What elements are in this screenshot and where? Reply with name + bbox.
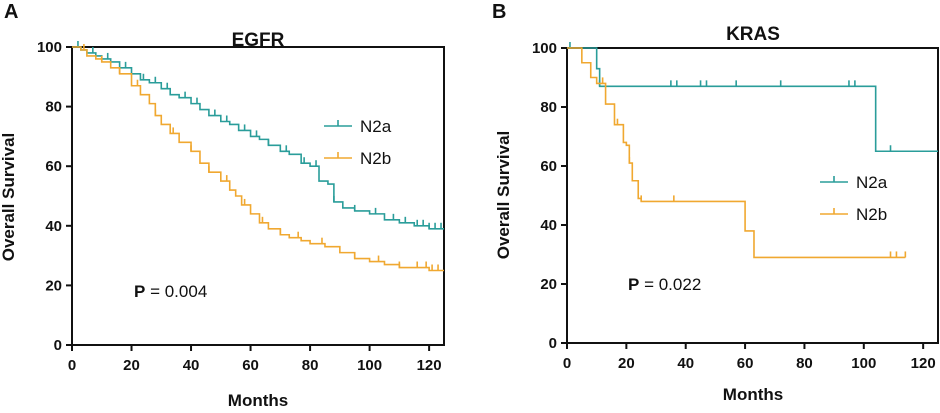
panel-b-ytick-label: 40 bbox=[540, 217, 557, 234]
panel-a-xtick-label: 0 bbox=[68, 357, 76, 374]
panel-b-ytick-label: 20 bbox=[540, 276, 557, 293]
panel-a: A EGFR Months Overall Survival P = 0.004… bbox=[0, 1, 444, 410]
panel-a-xtick-label: 20 bbox=[123, 357, 140, 374]
panel-a-xtick-label: 100 bbox=[357, 357, 382, 374]
panel-a-xtick-label: 60 bbox=[242, 357, 259, 374]
panel-a-p-text: = 0.004 bbox=[150, 282, 207, 301]
panel-b-xtick-label: 0 bbox=[563, 355, 571, 372]
panel-b-ytick-label: 0 bbox=[549, 335, 557, 352]
panel-b-frame bbox=[567, 48, 938, 343]
panel-a-xtick-label: 80 bbox=[302, 357, 319, 374]
panel-a-legend-n2b-label: N2b bbox=[360, 149, 391, 168]
panel-a-ytick-label: 100 bbox=[37, 39, 62, 56]
panel-b-legend-n2b-label: N2b bbox=[856, 205, 887, 224]
panel-b-legend-n2a-label: N2a bbox=[856, 173, 888, 192]
panel-b-xtick-label: 80 bbox=[796, 355, 813, 372]
panel-a-xtick-label: 120 bbox=[417, 357, 442, 374]
panel-b-ylabel: Overall Survival bbox=[494, 131, 513, 260]
panel-a-ytick-label: 60 bbox=[45, 158, 62, 175]
panel-b-title: KRAS bbox=[726, 24, 780, 45]
panel-b-xtick-label: 120 bbox=[911, 355, 936, 372]
panel-a-ytick-label: 0 bbox=[54, 337, 62, 354]
panel-b-ytick-label: 60 bbox=[540, 158, 557, 175]
panel-b-ytick-label: 80 bbox=[540, 99, 557, 116]
panel-a-legend-n2a-label: N2a bbox=[360, 117, 392, 136]
panel-a-ytick-label: 80 bbox=[45, 99, 62, 116]
panel-b-series-n2b-line bbox=[567, 48, 905, 257]
panel-b-p-value: P = 0.022 bbox=[628, 275, 701, 294]
panel-b-legend: N2a N2b bbox=[820, 173, 888, 224]
panel-a-xlabel: Months bbox=[228, 391, 288, 410]
panel-b-p-text: = 0.022 bbox=[644, 275, 701, 294]
panel-a-frame bbox=[72, 47, 444, 345]
panel-b-xtick-label: 100 bbox=[851, 355, 876, 372]
panel-b-ytick-label: 100 bbox=[532, 40, 557, 57]
panel-b-xtick-label: 40 bbox=[677, 355, 694, 372]
panel-a-ylabel: Overall Survival bbox=[0, 133, 18, 262]
panel-a-plot-area: 0 20 40 60 80 100 120 0 20 40 60 80 100 bbox=[37, 39, 444, 374]
figure-canvas: A EGFR Months Overall Survival P = 0.004… bbox=[0, 0, 940, 413]
panel-a-ytick-label: 40 bbox=[45, 218, 62, 235]
panel-a-ytick-label: 20 bbox=[45, 277, 62, 294]
panel-a-p-prefix: P bbox=[134, 282, 145, 301]
panel-b-xlabel: Months bbox=[723, 385, 783, 404]
panel-a-xtick-label: 40 bbox=[183, 357, 200, 374]
panel-b: B KRAS Months Overall Survival P = 0.022… bbox=[492, 1, 938, 404]
panel-b-xtick-label: 60 bbox=[737, 355, 754, 372]
panel-a-p-value: P = 0.004 bbox=[134, 282, 207, 301]
panel-b-label: B bbox=[492, 1, 506, 23]
panel-a-label: A bbox=[4, 1, 18, 23]
panel-b-p-prefix: P bbox=[628, 275, 639, 294]
panel-a-legend: N2a N2b bbox=[324, 117, 392, 168]
panel-b-xtick-label: 20 bbox=[618, 355, 635, 372]
